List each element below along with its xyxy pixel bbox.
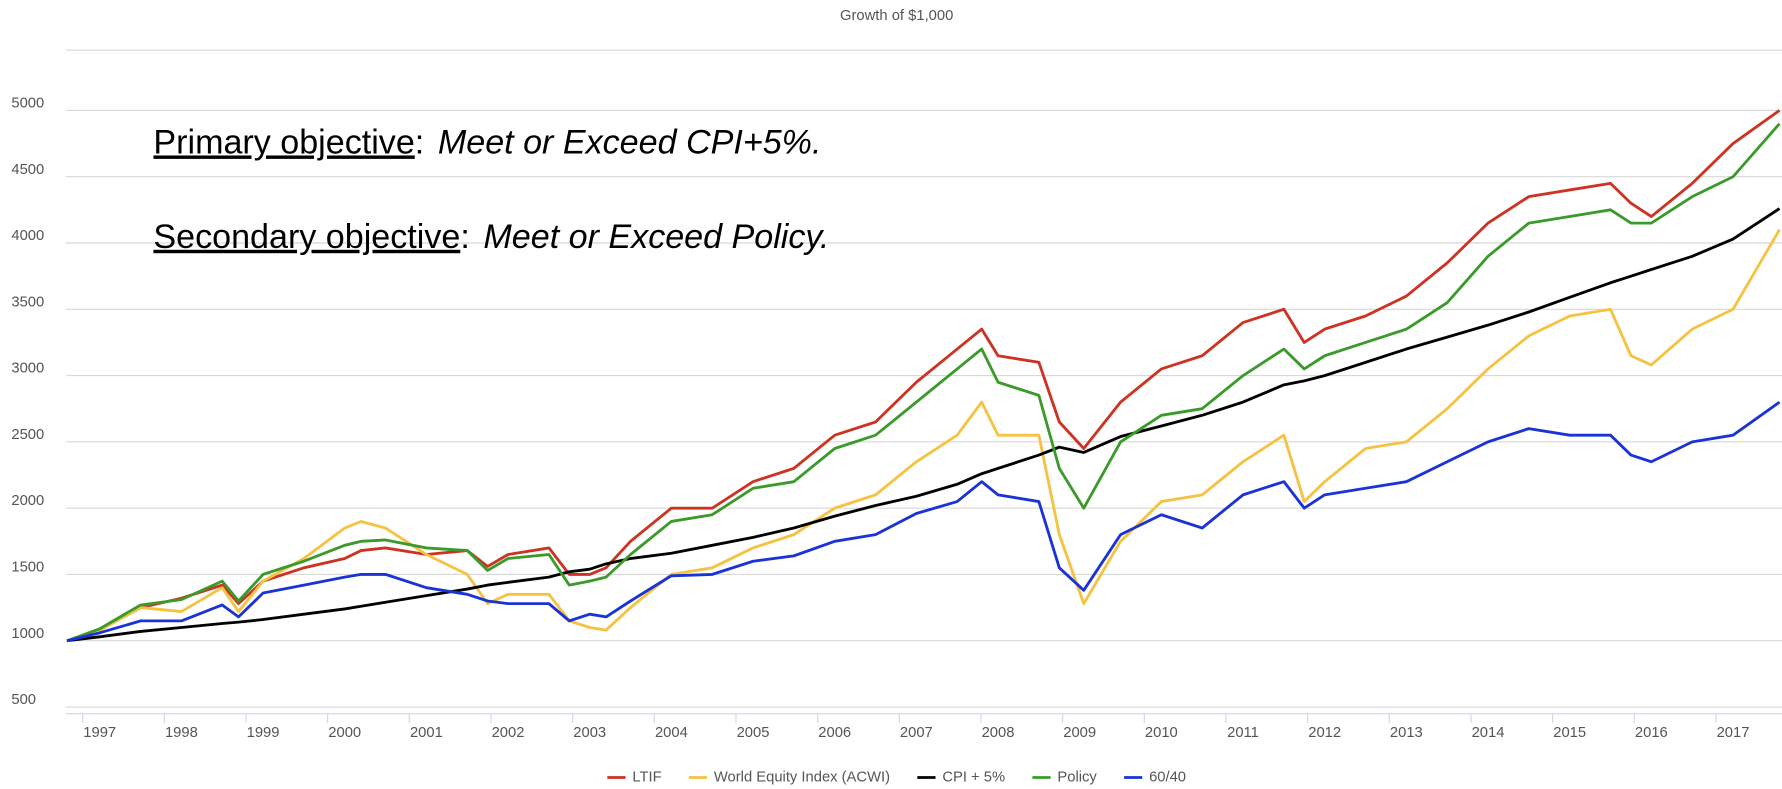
y-tick-label: 1000: [11, 626, 44, 642]
y-tick-label: 5000: [11, 96, 44, 112]
x-tick-label: 1999: [247, 725, 280, 741]
y-tick-label: 2500: [11, 427, 44, 443]
annotation-text: Meet or Exceed Policy.: [483, 218, 829, 256]
legend-label: CPI + 5%: [942, 769, 1005, 785]
y-tick-label: 1500: [11, 560, 44, 576]
legend-label: Policy: [1057, 769, 1097, 785]
x-tick-label: 2007: [900, 725, 933, 741]
annotation-separator: :: [415, 123, 424, 161]
y-tick-label: 500: [11, 692, 36, 708]
legend-item: 60/40: [1124, 769, 1186, 785]
x-tick-label: 2006: [818, 725, 851, 741]
legend-item: LTIF: [607, 769, 662, 785]
x-tick-label: 2005: [737, 725, 770, 741]
legend-label: World Equity Index (ACWI): [714, 769, 890, 785]
y-tick-label: 4500: [11, 162, 44, 178]
series-line: [66, 122, 1781, 643]
x-tick-label: 2015: [1553, 725, 1586, 741]
x-tick-label: 2013: [1390, 725, 1423, 741]
annotation: Primary objective: Meet or Exceed CPI+5%.: [153, 123, 821, 161]
series-line: [66, 228, 1781, 643]
legend-item: Policy: [1032, 769, 1097, 785]
x-tick-label: 1997: [83, 725, 116, 741]
chart-title: Growth of $1,000: [840, 8, 953, 24]
x-tick-label: 2017: [1717, 725, 1750, 741]
series-line: [66, 400, 1781, 643]
x-tick-label: 2001: [410, 725, 443, 741]
annotation-label: Primary objective: [153, 123, 414, 161]
legend-item: World Equity Index (ACWI): [688, 769, 890, 785]
y-tick-label: 2000: [11, 493, 44, 509]
x-tick-label: 2011: [1227, 725, 1259, 741]
x-tick-label: 2009: [1063, 725, 1096, 741]
legend-label: LTIF: [632, 769, 661, 785]
x-tick-label: 2012: [1308, 725, 1341, 741]
x-tick-label: 2000: [328, 725, 361, 741]
x-tick-label: 2016: [1635, 725, 1668, 741]
x-tick-label: 2003: [573, 725, 606, 741]
x-tick-label: 2010: [1145, 725, 1178, 741]
annotation: Secondary objective: Meet or Exceed Polic…: [153, 218, 829, 256]
y-tick-label: 3500: [11, 294, 44, 310]
x-tick-label: 2008: [982, 725, 1015, 741]
series-line: [66, 109, 1781, 643]
legend-label: 60/40: [1149, 769, 1186, 785]
annotation-text: Meet or Exceed CPI+5%.: [438, 123, 822, 161]
x-tick-label: 2014: [1472, 725, 1505, 741]
x-tick-label: 2002: [492, 725, 525, 741]
y-tick-label: 4000: [11, 228, 44, 244]
annotation-separator: :: [460, 218, 469, 256]
x-tick-label: 2004: [655, 725, 688, 741]
y-tick-label: 3000: [11, 361, 44, 377]
x-tick-label: 1998: [165, 725, 198, 741]
legend-item: CPI + 5%: [917, 769, 1005, 785]
legend: LTIF World Equity Index (ACWI) CPI + 5% Pol…: [607, 769, 1186, 785]
series-line: [66, 207, 1781, 643]
annotation-label: Secondary objective: [153, 218, 460, 256]
